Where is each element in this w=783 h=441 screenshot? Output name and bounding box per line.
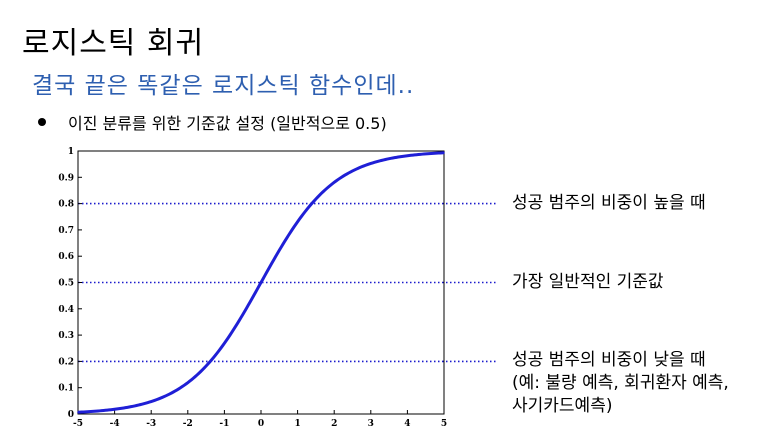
- curve-point: [77, 411, 79, 413]
- x-tick-label: 5: [441, 419, 447, 429]
- x-tick-label: 2: [331, 419, 337, 429]
- y-tick-label: 0.8: [58, 200, 74, 210]
- curve-point: [296, 220, 299, 223]
- curve-point: [351, 170, 354, 172]
- curve-point: [205, 365, 207, 367]
- x-tick-label: -2: [183, 419, 193, 429]
- curve-point: [333, 181, 336, 184]
- curve-point: [370, 162, 372, 165]
- y-tick-label: 0.9: [58, 173, 74, 183]
- y-tick-label: 0.4: [58, 305, 74, 315]
- curve-point: [113, 408, 116, 411]
- curve-point: [95, 410, 98, 412]
- curve-point: [223, 342, 226, 345]
- slide-subtitle: 결국 끝은 똑같은 로지스틱 함수인데..: [32, 73, 415, 99]
- x-tick-label: 4: [404, 419, 410, 429]
- curve-point: [388, 157, 390, 160]
- curve-point: [406, 154, 409, 157]
- x-tick-label: 1: [294, 419, 300, 429]
- y-tick-label: 0.6: [58, 252, 74, 262]
- x-tick-label: 3: [368, 419, 374, 429]
- x-tick-label: -1: [219, 419, 229, 429]
- x-tick-label: -3: [146, 419, 156, 429]
- curve-point: [424, 153, 427, 155]
- y-tick-label: 0.1: [58, 384, 74, 394]
- curve-point: [150, 400, 152, 403]
- curve-point: [260, 281, 262, 284]
- curve-point: [168, 393, 171, 395]
- bullet-text: 이진 분류를 위한 기준값 설정 (일반적으로 0.5): [68, 114, 387, 133]
- curve-point: [315, 198, 317, 200]
- bullet-item: 이진 분류를 위한 기준값 설정 (일반적으로 0.5): [38, 110, 387, 134]
- bullet-dot-icon: [38, 118, 46, 126]
- y-tick-label: 1: [68, 147, 74, 157]
- y-tick-label: 0: [68, 410, 74, 420]
- x-tick-label: 0: [258, 419, 264, 429]
- y-tick-label: 0.7: [58, 226, 74, 236]
- slide-title: 로지스틱 회귀: [22, 26, 205, 61]
- annotation-low: 성공 범주의 비중이 낮을 때 (예: 불량 예측, 회귀환자 예측, 사기카드…: [512, 350, 729, 417]
- x-tick-label: -4: [110, 419, 120, 429]
- x-tick-label: -5: [73, 419, 83, 429]
- y-tick-label: 0.5: [58, 279, 74, 289]
- curve-point: [132, 405, 134, 408]
- annotation-high: 성공 범주의 비중이 높을 때: [512, 192, 706, 213]
- curve-point: [187, 381, 189, 384]
- y-tick-label: 0.3: [58, 331, 74, 341]
- annotation-common: 가장 일반적인 기준값: [512, 271, 664, 292]
- curve-point: [278, 249, 281, 252]
- curve-point: [443, 152, 445, 154]
- y-tick-label: 0.2: [58, 357, 74, 367]
- curve-point: [241, 313, 244, 316]
